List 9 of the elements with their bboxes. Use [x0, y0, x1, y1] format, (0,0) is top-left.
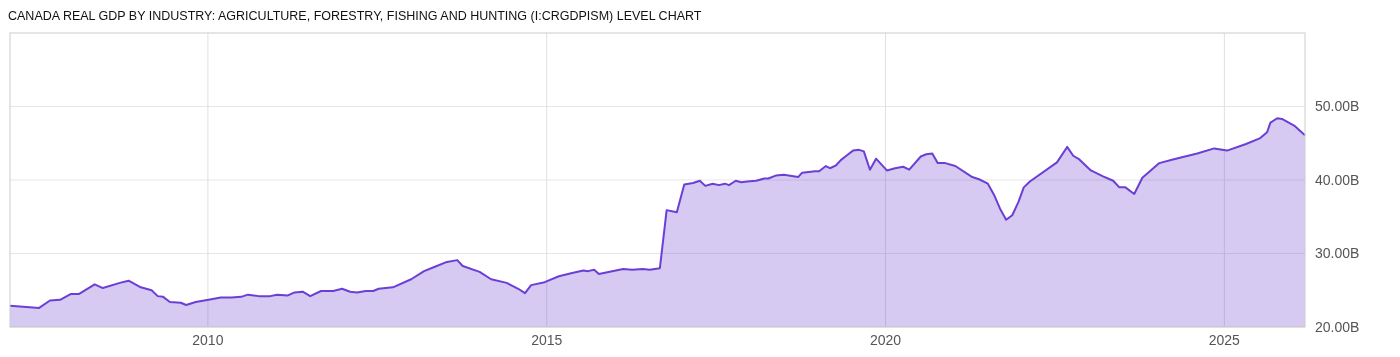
y-tick-label: 40.00B [1315, 171, 1360, 188]
y-tick-label: 50.00B [1315, 98, 1360, 115]
x-tick-label: 2025 [1208, 332, 1241, 348]
y-tick-label: 20.00B [1315, 318, 1360, 335]
x-tick-label: 2020 [869, 332, 902, 348]
y-tick-label: 30.00B [1315, 245, 1360, 262]
chart-title: CANADA REAL GDP BY INDUSTRY: AGRICULTURE, FORESTRY, FISHING AND HUNTING (I:CRGDPISM) LEVEL CHART [8, 9, 702, 23]
x-tick-label: 2010 [192, 332, 224, 348]
x-tick-label: 2015 [531, 332, 563, 348]
